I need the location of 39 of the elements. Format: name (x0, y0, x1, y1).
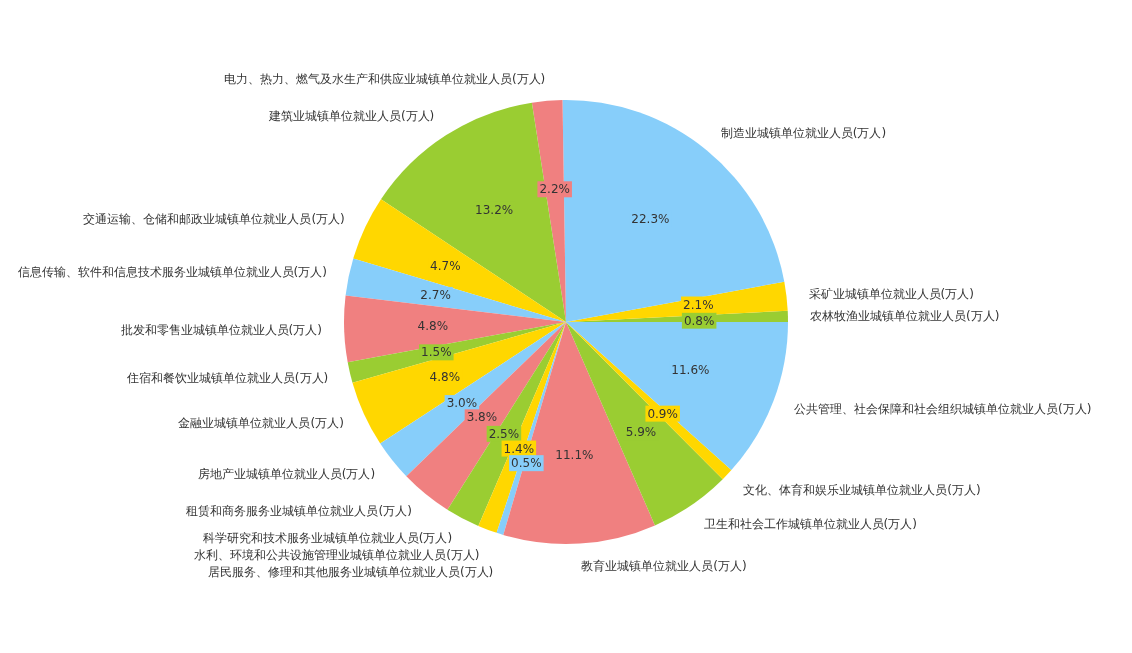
slice-label: 租赁和商务服务业城镇单位就业人员(万人) (186, 504, 412, 519)
data-label: 3.8% (466, 410, 498, 425)
pie-slice (345, 258, 566, 322)
slice-label: 电力、热力、燃气及水生产和供应业城镇单位就业人员(万人) (223, 71, 546, 86)
slice-label: 住宿和餐饮业城镇单位就业人员(万人) (125, 370, 329, 385)
data-label: 0.8% (683, 313, 715, 328)
slice-label: 公共管理、社会保障和社会组织城镇单位就业人员(万人) (794, 402, 1092, 417)
data-label: 5.9% (625, 425, 657, 440)
data-label: 13.2% (475, 202, 514, 217)
data-label: 2.5% (488, 426, 520, 441)
slice-label: 制造业城镇单位就业人员(万人) (720, 126, 887, 141)
data-label: 2.2% (539, 182, 570, 197)
slice-label: 居民服务、修理和其他服务业城镇单位就业人员(万人) (207, 565, 494, 580)
data-label: 0.5% (511, 456, 542, 471)
slice-label: 农林牧渔业城镇单位就业人员(万人) (810, 308, 1000, 323)
slice-label: 卫生和社会工作城镇单位就业人员(万人) (703, 516, 917, 531)
data-label: 4.8% (429, 370, 461, 385)
slice-label: 建筑业城镇单位就业人员(万人) (267, 109, 435, 124)
data-label: 4.7% (430, 258, 461, 273)
data-label: 11.1% (555, 447, 594, 462)
data-label: 2.7% (420, 287, 451, 302)
slice-label: 交通运输、仓储和邮政业城镇单位就业人员(万人) (83, 211, 345, 226)
data-label: 1.4% (503, 441, 535, 456)
slice-label: 采矿业城镇单位就业人员(万人) (808, 286, 974, 301)
slice-label: 水利、环境和公共设施管理业城镇单位就业人员(万人) (194, 548, 480, 563)
slice-label: 科学研究和技术服务业城镇单位就业人员(万人) (202, 531, 453, 546)
data-label: 2.1% (683, 297, 714, 312)
data-label: 22.3% (631, 211, 670, 226)
data-label: 3.0% (446, 396, 478, 411)
slice-label: 金融业城镇单位就业人员(万人) (178, 416, 344, 431)
slice-label: 教育业城镇单位就业人员(万人) (581, 558, 747, 573)
slice-label: 批发和零售业城镇单位就业人员(万人) (120, 322, 322, 337)
data-label: 11.6% (671, 362, 710, 377)
data-label: 1.5% (421, 345, 452, 360)
slice-label: 房地产业城镇单位就业人员(万人) (197, 467, 376, 482)
data-label: 0.9% (647, 406, 678, 421)
data-label: 4.8% (417, 319, 449, 334)
slice-label: 文化、体育和娱乐业城镇单位就业人员(万人) (743, 482, 981, 497)
slice-label: 信息传输、软件和信息技术服务业城镇单位就业人员(万人) (17, 265, 327, 280)
